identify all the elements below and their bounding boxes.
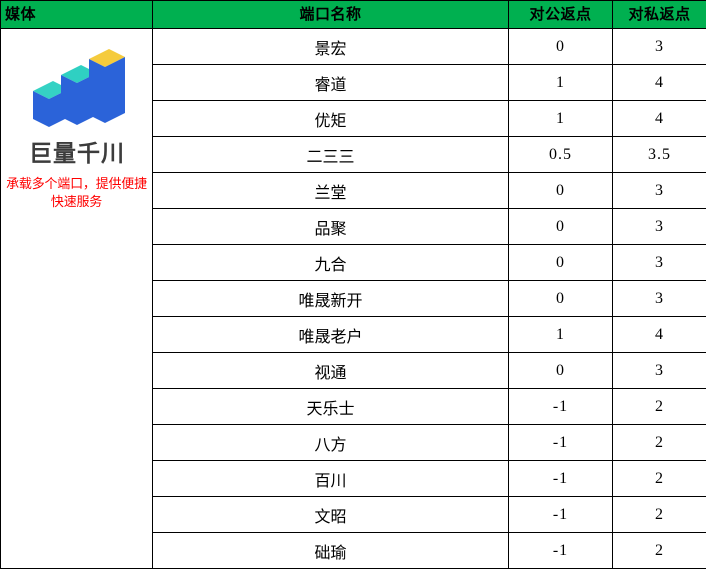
port-name-cell: 视通	[153, 353, 509, 389]
public-rebate-cell: 0	[509, 209, 613, 245]
media-logo-cell: 巨量千川 承载多个端口，提供便捷快速服务	[1, 29, 153, 569]
private-rebate-cell: 2	[613, 425, 706, 461]
private-rebate-cell: 2	[613, 497, 706, 533]
media-note: 承载多个端口，提供便捷快速服务	[6, 175, 148, 211]
private-rebate-cell: 4	[613, 65, 706, 101]
port-name-cell: 二三三	[153, 137, 509, 173]
private-rebate-cell: 2	[613, 461, 706, 497]
brand-wordmark: 巨量千川	[16, 137, 138, 167]
table-header: 媒体 端口名称 对公返点 对私返点	[1, 1, 706, 29]
port-name-cell: 兰堂	[153, 173, 509, 209]
port-name-cell: 百川	[153, 461, 509, 497]
port-name-cell: 睿道	[153, 65, 509, 101]
private-rebate-cell: 3	[613, 353, 706, 389]
private-rebate-cell: 4	[613, 101, 706, 137]
private-rebate-cell: 3	[613, 173, 706, 209]
port-name-cell: 九合	[153, 245, 509, 281]
private-rebate-cell: 2	[613, 533, 706, 569]
public-rebate-cell: 1	[509, 101, 613, 137]
public-rebate-cell: 0	[509, 245, 613, 281]
public-rebate-cell: -1	[509, 389, 613, 425]
public-rebate-cell: 0.5	[509, 137, 613, 173]
port-name-cell: 优矩	[153, 101, 509, 137]
private-rebate-cell: 3	[613, 29, 706, 65]
port-name-cell: 础瑜	[153, 533, 509, 569]
column-header-private-rebate[interactable]: 对私返点	[613, 1, 706, 29]
column-header-port-name[interactable]: 端口名称	[153, 1, 509, 29]
public-rebate-cell: 1	[509, 317, 613, 353]
brand-wordmark-text: 巨量千川	[29, 140, 125, 166]
header-row: 媒体 端口名称 对公返点 对私返点	[1, 1, 706, 29]
public-rebate-cell: 0	[509, 281, 613, 317]
port-name-cell: 文昭	[153, 497, 509, 533]
column-header-public-rebate[interactable]: 对公返点	[509, 1, 613, 29]
port-name-cell: 唯晟老户	[153, 317, 509, 353]
column-header-media[interactable]: 媒体	[1, 1, 153, 29]
port-name-cell: 八方	[153, 425, 509, 461]
private-rebate-cell: 2	[613, 389, 706, 425]
private-rebate-cell: 3.5	[613, 137, 706, 173]
public-rebate-cell: -1	[509, 533, 613, 569]
public-rebate-cell: 1	[509, 65, 613, 101]
port-name-cell: 品聚	[153, 209, 509, 245]
port-name-cell: 唯晟新开	[153, 281, 509, 317]
public-rebate-cell: -1	[509, 497, 613, 533]
public-rebate-cell: -1	[509, 425, 613, 461]
private-rebate-cell: 3	[613, 281, 706, 317]
table-row: 巨量千川 承载多个端口，提供便捷快速服务 景宏 0 3	[1, 29, 706, 65]
media-logo-wrapper: 巨量千川 承载多个端口，提供便捷快速服务	[1, 29, 152, 217]
private-rebate-cell: 4	[613, 317, 706, 353]
public-rebate-cell: 0	[509, 353, 613, 389]
table-body: 巨量千川 承载多个端口，提供便捷快速服务 景宏 0 3 睿道 1 4 优矩 1 …	[1, 29, 706, 569]
port-name-cell: 景宏	[153, 29, 509, 65]
private-rebate-cell: 3	[613, 209, 706, 245]
public-rebate-cell: 0	[509, 29, 613, 65]
public-rebate-cell: -1	[509, 461, 613, 497]
private-rebate-cell: 3	[613, 245, 706, 281]
bar-chart-3d-icon	[25, 43, 129, 135]
port-name-cell: 天乐士	[153, 389, 509, 425]
public-rebate-cell: 0	[509, 173, 613, 209]
